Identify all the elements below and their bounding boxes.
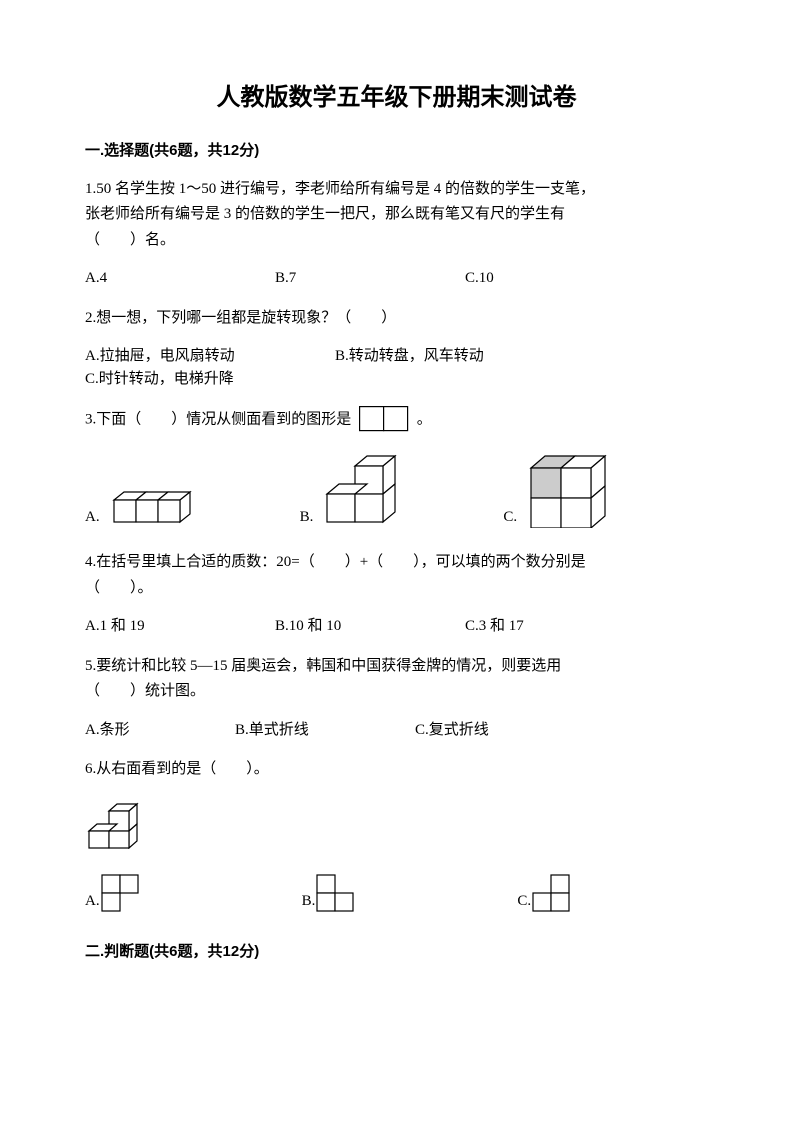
q1-options: A.4 B.7 C.10 [85, 267, 708, 290]
q5-text-1: 5.要统计和比较 5—15 届奥运会，韩国和中国获得金牌的情况，则要选用 [85, 654, 708, 680]
q6-opt-b-item: B. [302, 873, 358, 913]
q3-cubes-b-icon [317, 452, 403, 528]
q6-opt-b-label: B. [302, 890, 316, 913]
q6-options: A. B. C. [85, 873, 708, 913]
q3-text-before: 3.下面（ ）情况从侧面看到的图形是 [85, 411, 351, 427]
q4-text-1: 4.在括号里填上合适的质数：20=（ ）+（ ），可以填的两个数分别是 [85, 550, 708, 576]
q1-text-1: 1.50 名学生按 1～50 进行编号，李老师给所有编号是 4 的倍数的学生一支… [85, 177, 708, 203]
question-4: 4.在括号里填上合适的质数：20=（ ）+（ ），可以填的两个数分别是 （ ）。 [85, 550, 708, 601]
q1-opt-c: C.10 [465, 267, 635, 290]
q2-opt-c: C.时针转动，电梯升降 [85, 368, 234, 391]
q3-cubes-c-icon [521, 452, 615, 528]
q3-opt-c-label: C. [503, 506, 517, 529]
q4-opt-b: B.10 和 10 [275, 615, 445, 638]
question-6: 6.从右面看到的是（ ）。 [85, 757, 708, 783]
q6-opt-c-item: C. [517, 873, 573, 913]
q6-shape-b-icon [315, 873, 357, 913]
q3-opt-b-label: B. [300, 506, 314, 529]
question-5: 5.要统计和比较 5—15 届奥运会，韩国和中国获得金牌的情况，则要选用 （ ）… [85, 654, 708, 705]
q4-text-2: （ ）。 [85, 576, 708, 602]
q3-opt-c-item: C. [503, 452, 615, 528]
q1-text-3: （ ）名。 [85, 228, 708, 254]
q6-cube-figure [85, 801, 708, 849]
section-2-header: 二.判断题(共6题，共12分) [85, 941, 708, 964]
q3-opt-b-item: B. [300, 452, 404, 528]
q6-opt-a-label: A. [85, 890, 100, 913]
page-title: 人教版数学五年级下册期末测试卷 [85, 80, 708, 116]
q6-opt-a-item: A. [85, 873, 142, 913]
q5-opt-a: A.条形 [85, 719, 215, 742]
question-3: 3.下面（ ）情况从侧面看到的图形是 。 [85, 406, 708, 434]
q5-text-2: （ ）统计图。 [85, 679, 708, 705]
section-1-header: 一.选择题(共6题，共12分) [85, 140, 708, 163]
question-1: 1.50 名学生按 1～50 进行编号，李老师给所有编号是 4 的倍数的学生一支… [85, 177, 708, 254]
q2-opt-b: B.转动转盘，风车转动 [335, 345, 565, 368]
q4-options: A.1 和 19 B.10 和 10 C.3 和 17 [85, 615, 708, 638]
q5-opt-c: C.复式折线 [415, 719, 489, 742]
q6-shape-a-icon [100, 873, 142, 913]
q5-opt-b: B.单式折线 [235, 719, 395, 742]
q3-cubes-a-icon [104, 490, 200, 528]
two-squares-icon [359, 406, 409, 434]
q4-opt-c: C.3 和 17 [465, 615, 635, 638]
q5-options: A.条形 B.单式折线 C.复式折线 [85, 719, 708, 742]
q3-options: A. B. [85, 452, 708, 528]
q1-text-2: 张老师给所有编号是 3 的倍数的学生一把尺，那么既有笔又有尺的学生有 [85, 202, 708, 228]
q1-opt-b: B.7 [275, 267, 445, 290]
q3-opt-a-label: A. [85, 506, 100, 529]
q3-text-after: 。 [417, 411, 432, 427]
q4-opt-a: A.1 和 19 [85, 615, 255, 638]
q2-options: A.拉抽屉，电风扇转动 B.转动转盘，风车转动 C.时针转动，电梯升降 [85, 345, 708, 390]
q6-opt-c-label: C. [517, 890, 531, 913]
q1-opt-a: A.4 [85, 267, 255, 290]
q2-opt-a: A.拉抽屉，电风扇转动 [85, 345, 315, 368]
q3-opt-a-item: A. [85, 490, 200, 528]
q6-shape-c-icon [531, 873, 573, 913]
question-2: 2.想一想，下列哪一组都是旋转现象？（ ） [85, 306, 708, 332]
